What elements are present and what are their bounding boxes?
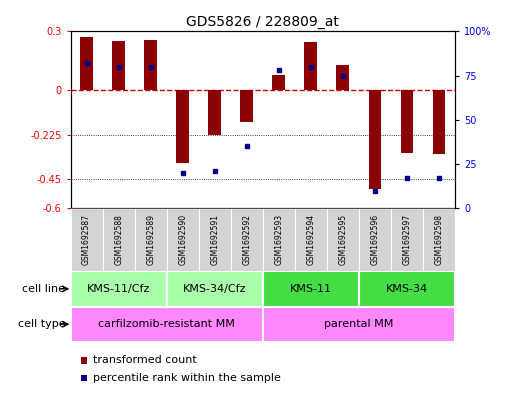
Bar xyxy=(359,208,391,271)
Text: parental MM: parental MM xyxy=(324,319,394,329)
Bar xyxy=(71,208,103,271)
Text: KMS-11/Cfz: KMS-11/Cfz xyxy=(87,284,150,294)
Bar xyxy=(176,90,189,163)
Text: cell type: cell type xyxy=(18,319,65,329)
Bar xyxy=(304,42,317,90)
Text: cell line: cell line xyxy=(22,284,65,294)
Text: GSM1692587: GSM1692587 xyxy=(82,214,91,265)
Bar xyxy=(263,307,455,342)
Text: GSM1692598: GSM1692598 xyxy=(435,214,444,265)
Text: KMS-34/Cfz: KMS-34/Cfz xyxy=(183,284,246,294)
Bar xyxy=(336,65,349,90)
Text: transformed count: transformed count xyxy=(93,355,196,365)
Bar xyxy=(295,208,327,271)
Title: GDS5826 / 228809_at: GDS5826 / 228809_at xyxy=(186,15,339,29)
Text: GSM1692594: GSM1692594 xyxy=(306,214,315,265)
Bar xyxy=(112,41,125,90)
Bar xyxy=(231,208,263,271)
Text: GSM1692591: GSM1692591 xyxy=(210,214,219,265)
Text: KMS-34: KMS-34 xyxy=(386,284,428,294)
Bar xyxy=(272,75,285,90)
Bar xyxy=(80,37,93,90)
Bar xyxy=(167,208,199,271)
Bar xyxy=(369,90,381,189)
Text: GSM1692593: GSM1692593 xyxy=(275,214,283,265)
Bar xyxy=(263,271,359,307)
Text: GSM1692597: GSM1692597 xyxy=(403,214,412,265)
Bar xyxy=(391,208,423,271)
Text: GSM1692588: GSM1692588 xyxy=(114,214,123,265)
Bar xyxy=(433,90,446,154)
Bar xyxy=(423,208,455,271)
Bar xyxy=(144,40,157,90)
Text: GSM1692595: GSM1692595 xyxy=(338,214,347,265)
Text: KMS-11: KMS-11 xyxy=(290,284,332,294)
Text: GSM1692590: GSM1692590 xyxy=(178,214,187,265)
Bar xyxy=(263,208,295,271)
Bar xyxy=(103,208,135,271)
Bar xyxy=(401,90,413,153)
Bar xyxy=(327,208,359,271)
Bar xyxy=(71,307,263,342)
Bar xyxy=(208,90,221,134)
Bar xyxy=(71,271,167,307)
Text: percentile rank within the sample: percentile rank within the sample xyxy=(93,373,280,383)
Bar xyxy=(135,208,167,271)
Text: carfilzomib-resistant MM: carfilzomib-resistant MM xyxy=(98,319,235,329)
Bar xyxy=(199,208,231,271)
Bar xyxy=(241,90,253,122)
Bar xyxy=(167,271,263,307)
Bar xyxy=(359,271,455,307)
Text: GSM1692592: GSM1692592 xyxy=(242,214,251,265)
Text: GSM1692596: GSM1692596 xyxy=(370,214,379,265)
Text: GSM1692589: GSM1692589 xyxy=(146,214,155,265)
